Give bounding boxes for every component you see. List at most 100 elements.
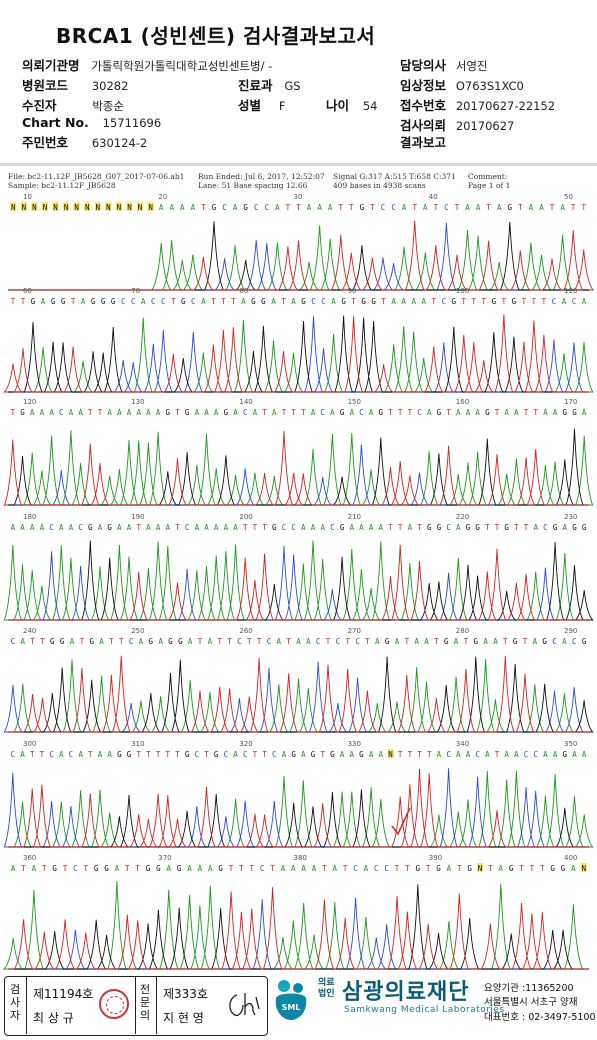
chromatogram-area: File: bc2-11.12F_JB5628_G07_2017-07-06.a… — [0, 166, 597, 974]
base-call: G — [311, 750, 316, 759]
base-call: T — [533, 408, 538, 417]
base-call: A — [156, 408, 161, 417]
base-call: T — [270, 864, 275, 873]
base-call: T — [262, 750, 267, 759]
base-call: T — [514, 523, 519, 532]
base-call: A — [141, 297, 146, 306]
base-call: A — [201, 297, 206, 306]
base-call: G — [94, 864, 99, 873]
base-call: T — [257, 637, 262, 646]
position-tick-label: 190 — [131, 513, 144, 521]
base-call: A — [328, 203, 333, 212]
low-quality-marker — [137, 202, 144, 211]
base-call: C — [543, 523, 548, 532]
base-call: A — [301, 523, 306, 532]
base-call: C — [243, 750, 248, 759]
base-call: G — [212, 203, 217, 212]
org-value: 가톨릭학원가톨릭대학교성빈센트병/ - — [91, 59, 273, 73]
base-call: A — [78, 750, 83, 759]
low-quality-marker — [147, 202, 154, 211]
base-call: C — [131, 297, 136, 306]
base-call: T — [42, 864, 47, 873]
base-call: A — [493, 637, 498, 646]
base-call: A — [504, 750, 509, 759]
base-call: G — [104, 864, 109, 873]
base-call: T — [11, 408, 16, 417]
position-tick-label: 120 — [23, 398, 36, 406]
divider-3 — [156, 977, 157, 1034]
base-call: A — [560, 203, 565, 212]
base-call: A — [401, 297, 406, 306]
header-separator — [0, 163, 597, 166]
base-call: G — [168, 637, 173, 646]
base-call: G — [512, 297, 517, 306]
doctor-value: 서영진 — [455, 59, 488, 73]
base-call: A — [271, 297, 276, 306]
base-call: C — [272, 750, 277, 759]
base-call: T — [518, 203, 523, 212]
base-call: T — [398, 523, 403, 532]
base-call: T — [502, 297, 507, 306]
position-tick-label: 80 — [239, 287, 248, 295]
clinical-label: 임상정보 — [400, 78, 447, 93]
trace-row: 10 20 30 40 50N N N N N N N N N N N N N N A A A A T G C A G C C A T T A A… — [8, 193, 594, 291]
base-call: G — [563, 408, 568, 417]
base-call: T — [198, 637, 203, 646]
base-call: N — [148, 203, 153, 212]
base-call: C — [191, 297, 196, 306]
base-call: C — [330, 523, 335, 532]
base-call: N — [117, 203, 122, 212]
base-call: C — [260, 864, 265, 873]
divider-1 — [26, 977, 27, 1034]
base-call: C — [355, 637, 360, 646]
base-call: T — [540, 864, 545, 873]
base-call: G — [371, 297, 376, 306]
base-call: G — [117, 750, 122, 759]
age-row: 나이 54 — [326, 95, 377, 114]
base-call: G — [101, 297, 106, 306]
base-call: T — [291, 408, 296, 417]
base-call: T — [262, 523, 267, 532]
base-call: G — [146, 864, 151, 873]
base-call: G — [185, 408, 190, 417]
position-tick-label: 340 — [456, 740, 469, 748]
base-call: A — [98, 750, 103, 759]
base-call: G — [340, 408, 345, 417]
base-call: A — [421, 297, 426, 306]
base-call: A — [81, 297, 86, 306]
base-call: T — [30, 750, 35, 759]
low-quality-marker — [105, 202, 112, 211]
base-call: G — [330, 750, 335, 759]
low-quality-marker — [63, 202, 70, 211]
base-call: C — [316, 637, 321, 646]
base-call: A — [191, 203, 196, 212]
receipt-value: 20170627-22152 — [455, 99, 556, 113]
base-call: G — [475, 523, 480, 532]
base-call: T — [281, 297, 286, 306]
base-call: C — [69, 750, 74, 759]
base-call: G — [60, 637, 65, 646]
base-call: A — [562, 297, 567, 306]
base-call: G — [166, 408, 171, 417]
dept-row: 진료과 GS — [238, 75, 301, 94]
base-call: A — [59, 523, 64, 532]
base-call: N — [85, 203, 90, 212]
age-value: 54 — [362, 99, 378, 113]
base-call: T — [296, 203, 301, 212]
base-call: G — [185, 750, 190, 759]
base-call: T — [21, 864, 26, 873]
position-tick-label: 390 — [429, 854, 442, 862]
position-tick-label: 270 — [348, 627, 361, 635]
org-phone: 대표번호 : 02-3497-5100 — [484, 1012, 596, 1023]
base-call: A — [195, 523, 200, 532]
base-call: C — [353, 864, 358, 873]
trace-line-t — [8, 655, 589, 733]
position-tick-label: 90 — [348, 287, 357, 295]
base-call: C — [291, 523, 296, 532]
base-call: G — [52, 864, 57, 873]
base-call: C — [359, 408, 364, 417]
base-call: A — [572, 750, 577, 759]
sex-value: F — [278, 99, 286, 113]
base-call: A — [146, 408, 151, 417]
